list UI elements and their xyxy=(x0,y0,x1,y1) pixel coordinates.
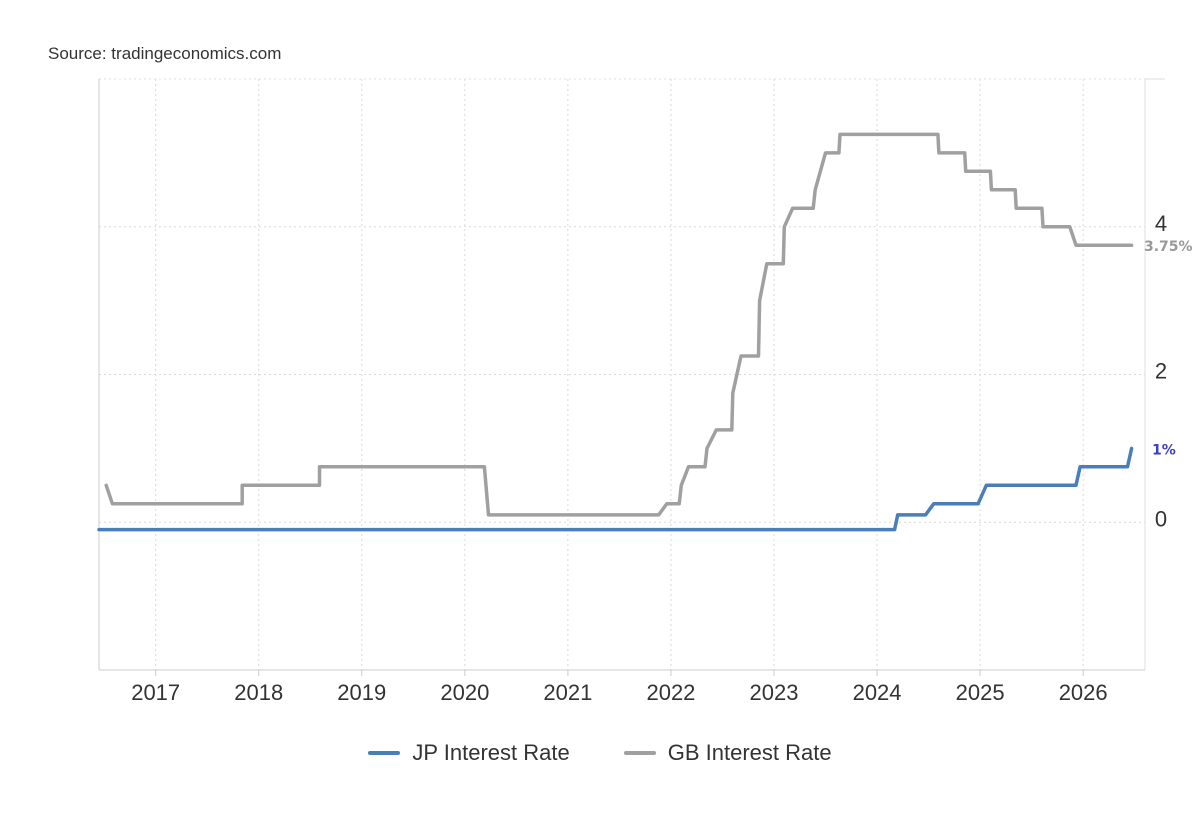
y-tick-label-0: 0 xyxy=(1155,506,1167,531)
x-tick-label-2026: 2026 xyxy=(1059,680,1108,705)
y-tick-label-2: 2 xyxy=(1155,359,1167,384)
x-tick-label-2018: 2018 xyxy=(234,680,283,705)
source-label: Source: tradingeconomics.com xyxy=(48,44,282,63)
legend-label-gb: GB Interest Rate xyxy=(667,740,832,765)
series-line-gb xyxy=(104,132,1134,517)
x-tick-label-2025: 2025 xyxy=(956,680,1005,705)
x-tick-label-2022: 2022 xyxy=(646,680,695,705)
end-label-gb: 3.75% xyxy=(1144,239,1193,255)
x-tick-label-2019: 2019 xyxy=(337,680,386,705)
x-tick-label-2020: 2020 xyxy=(440,680,489,705)
legend: JP Interest Rate GB Interest Rate xyxy=(0,740,1200,766)
legend-label-jp: JP Interest Rate xyxy=(412,740,570,765)
x-tick-label-2021: 2021 xyxy=(543,680,592,705)
series-line-jp xyxy=(97,446,1134,532)
legend-swatch-gb xyxy=(623,751,656,755)
x-tick-label-2024: 2024 xyxy=(853,680,902,705)
tick-labels: 2017 2018 2019 2020 2021 2022 2023 2024 2025 2026… xyxy=(131,211,1192,705)
x-tick-label-2017: 2017 xyxy=(131,680,180,705)
legend-swatch-jp xyxy=(368,751,401,755)
y-tick-label-4: 4 xyxy=(1155,211,1167,236)
grid-lines xyxy=(99,78,1145,670)
series-lines xyxy=(97,132,1134,532)
legend-item-jp[interactable]: JP Interest Rate xyxy=(368,740,570,766)
axes xyxy=(98,78,1165,676)
legend-item-gb[interactable]: GB Interest Rate xyxy=(623,740,832,766)
end-label-jp: 1% xyxy=(1152,442,1176,458)
x-tick-label-2023: 2023 xyxy=(750,680,799,705)
